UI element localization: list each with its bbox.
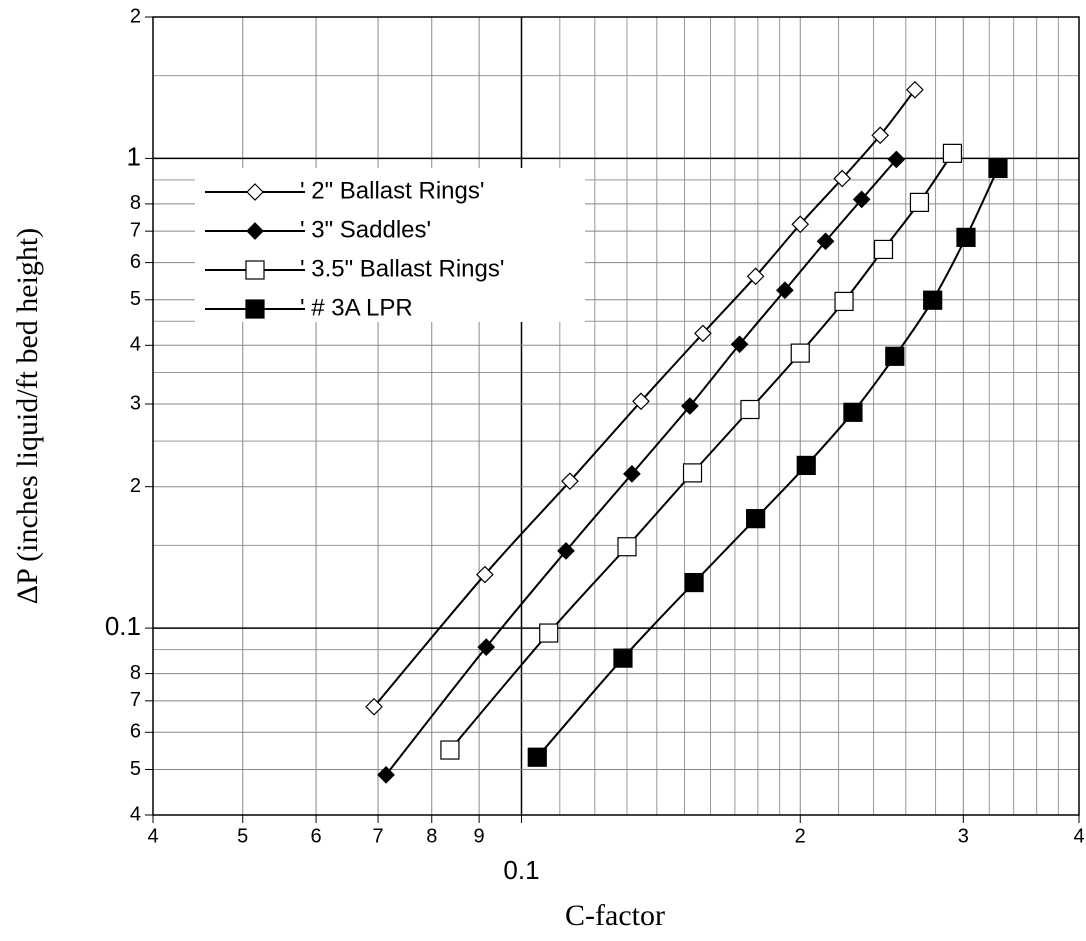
marker xyxy=(871,126,890,145)
legend-marker xyxy=(245,260,265,280)
y-tick-label: 2 xyxy=(130,5,141,27)
marker xyxy=(377,766,395,784)
marker xyxy=(740,399,760,420)
marker xyxy=(623,465,641,483)
marker xyxy=(730,335,749,354)
x-tick-label: 4 xyxy=(1073,825,1084,847)
plot-frame xyxy=(152,16,1080,816)
marker xyxy=(746,509,766,529)
x-tick-label: 2 xyxy=(795,825,806,847)
x-tick-label: 3 xyxy=(958,825,969,847)
marker xyxy=(561,472,579,491)
marker xyxy=(834,291,854,312)
marker xyxy=(476,565,494,584)
x-tick-label: 6 xyxy=(310,825,321,847)
marker xyxy=(746,267,765,286)
legend-label: ' 2" Ballast Rings' xyxy=(300,177,484,204)
marker xyxy=(843,402,863,422)
x-tick-label: 9 xyxy=(474,825,485,847)
y-tick-label: 6 xyxy=(130,721,141,743)
x-tick-label: 5 xyxy=(237,825,248,847)
marker xyxy=(942,143,963,163)
marker xyxy=(885,346,905,366)
marker xyxy=(833,169,852,188)
y-tick-label: 1 xyxy=(127,141,141,171)
marker xyxy=(873,239,894,260)
y-tick-label: 2 xyxy=(130,475,141,497)
marker xyxy=(684,572,704,593)
x-tick-label: 7 xyxy=(372,825,383,847)
y-tick-label: 8 xyxy=(130,192,141,214)
marker xyxy=(539,623,559,643)
marker xyxy=(923,290,943,310)
y-tick-label: 0.1 xyxy=(105,611,141,641)
marker xyxy=(776,281,794,300)
y-tick-label: 4 xyxy=(130,334,141,356)
y-tick-label: 4 xyxy=(130,803,141,825)
legend-label: ' 3.5" Ballast Rings' xyxy=(300,255,504,282)
legend-marker xyxy=(246,183,264,201)
marker xyxy=(694,324,712,343)
marker xyxy=(527,747,547,767)
y-tick-label: 7 xyxy=(130,219,141,241)
x-tick-label: 0.1 xyxy=(503,855,539,885)
marker xyxy=(790,343,810,363)
y-tick-label: 3 xyxy=(130,392,141,414)
y-tick-label: 7 xyxy=(130,689,141,711)
y-tick-label: 5 xyxy=(130,758,141,780)
marker xyxy=(988,158,1008,179)
marker xyxy=(956,227,976,247)
marker xyxy=(617,537,637,557)
y-tick-label: 6 xyxy=(130,251,141,273)
marker xyxy=(906,80,924,99)
y-tick-label: 8 xyxy=(130,662,141,684)
marker xyxy=(632,392,650,411)
legend-label: ' # 3A LPR xyxy=(300,294,413,321)
marker xyxy=(887,150,906,169)
x-tick-label: 4 xyxy=(147,825,158,847)
x-tick-label: 8 xyxy=(426,825,437,847)
marker xyxy=(682,463,703,483)
marker xyxy=(791,215,810,234)
legend-label: ' 3" Saddles' xyxy=(300,216,431,243)
marker xyxy=(852,190,871,209)
legend-marker xyxy=(246,222,264,240)
marker xyxy=(796,455,816,476)
marker xyxy=(557,542,575,560)
marker xyxy=(909,192,930,212)
y-tick-label: 5 xyxy=(130,288,141,310)
y-axis-label: ΔP (inches liquid/ft bed height) xyxy=(11,228,44,604)
marker xyxy=(440,740,460,760)
legend: ' 2" Ballast Rings' ' 3" Saddles' ' 3.5" B… xyxy=(195,168,585,322)
marker xyxy=(477,638,496,656)
marker xyxy=(365,697,383,716)
legend-marker xyxy=(245,299,265,319)
series-line xyxy=(536,168,999,758)
marker xyxy=(681,397,699,415)
x-axis-label: C-factor xyxy=(565,899,665,932)
marker xyxy=(613,648,633,668)
marker xyxy=(816,232,835,251)
